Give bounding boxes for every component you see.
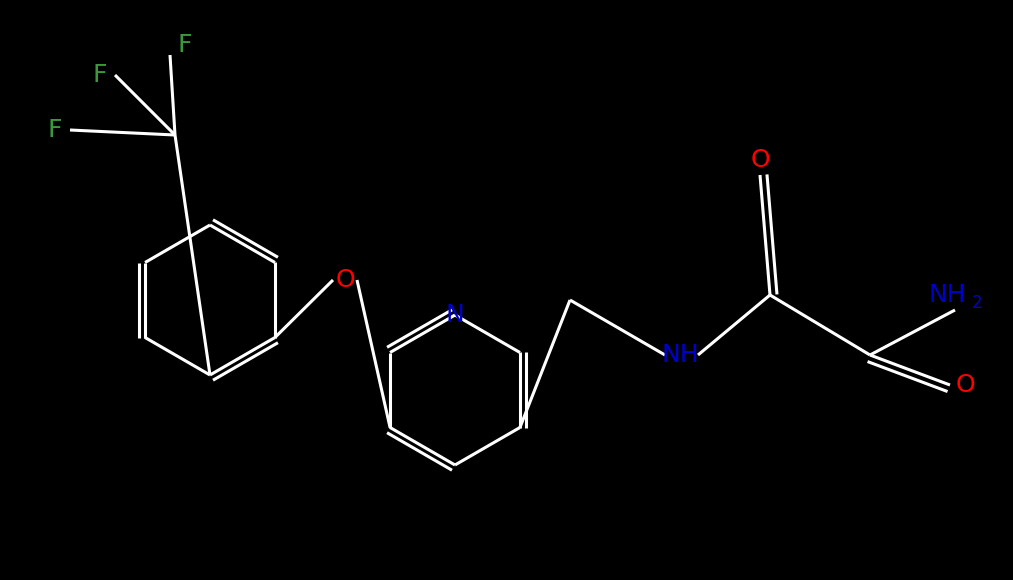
Text: F: F bbox=[93, 63, 107, 87]
Text: O: O bbox=[955, 373, 975, 397]
Text: F: F bbox=[177, 33, 192, 57]
Text: N: N bbox=[446, 303, 464, 327]
Text: F: F bbox=[48, 118, 62, 142]
Text: O: O bbox=[751, 148, 770, 172]
Text: O: O bbox=[335, 268, 355, 292]
Text: NH: NH bbox=[661, 343, 699, 367]
Text: 2: 2 bbox=[971, 294, 983, 312]
Text: NH: NH bbox=[928, 283, 965, 307]
